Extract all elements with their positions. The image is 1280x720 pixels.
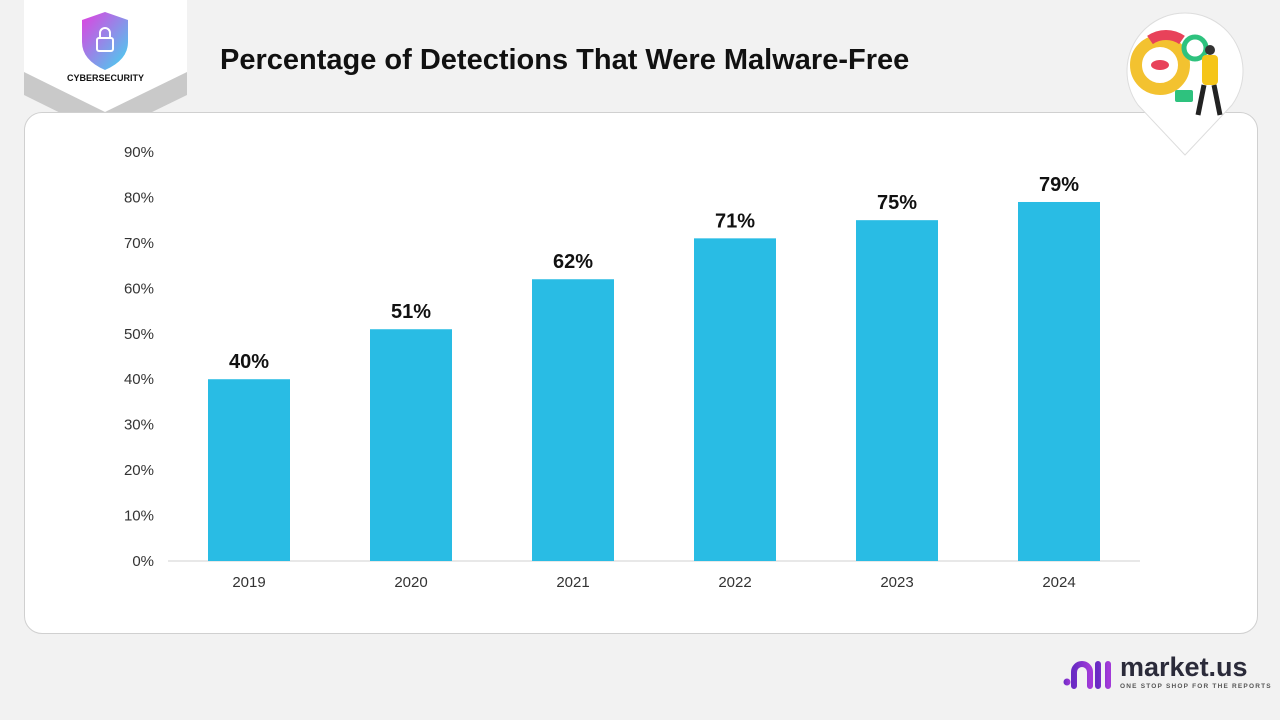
bar-2020 <box>370 329 452 561</box>
bar-2024 <box>1018 201 1100 561</box>
magnifier-analytics-icon <box>1120 10 1250 160</box>
y-tick-label: 50% <box>124 326 154 343</box>
y-tick-label: 70% <box>124 235 154 252</box>
data-label-2024: 79% <box>1039 174 1079 196</box>
y-tick-label: 30% <box>124 417 154 434</box>
cybersecurity-badge: CYBERSECURITY <box>24 0 187 135</box>
market-us-logo-icon <box>1063 661 1111 689</box>
data-label-2022: 71% <box>715 210 755 232</box>
brand-tagline: ONE STOP SHOP FOR THE REPORTS <box>1120 683 1272 690</box>
y-tick-label: 10% <box>124 508 154 525</box>
x-tick-label-2019: 2019 <box>232 574 265 591</box>
badge-label: CYBERSECURITY <box>66 73 144 83</box>
data-label-2020: 51% <box>391 301 431 323</box>
market-us-logo: market.us ONE STOP SHOP FOR THE REPORTS <box>1062 652 1271 696</box>
y-tick-label: 40% <box>124 371 154 388</box>
y-tick-label: 80% <box>124 189 154 206</box>
x-tick-label-2023: 2023 <box>880 574 913 591</box>
x-tick-label-2021: 2021 <box>556 574 589 591</box>
y-tick-label: 90% <box>124 144 154 161</box>
y-tick-label: 60% <box>124 280 154 297</box>
bar-2022 <box>694 238 776 561</box>
bar-2021 <box>532 279 614 561</box>
bar-2019 <box>208 379 290 561</box>
data-label-2021: 62% <box>553 251 593 273</box>
page-title: Percentage of Detections That Were Malwa… <box>220 44 910 76</box>
y-tick-label: 0% <box>132 553 154 570</box>
data-label-2023: 75% <box>877 192 917 214</box>
x-tick-label-2022: 2022 <box>718 574 751 591</box>
data-label-2019: 40% <box>229 351 269 373</box>
brand-name: market.us <box>1120 652 1248 682</box>
x-tick-label-2020: 2020 <box>394 574 427 591</box>
y-tick-label: 20% <box>124 462 154 479</box>
bar-2023 <box>856 220 938 561</box>
shield-lock-icon <box>82 12 128 70</box>
x-tick-label-2024: 2024 <box>1042 574 1075 591</box>
